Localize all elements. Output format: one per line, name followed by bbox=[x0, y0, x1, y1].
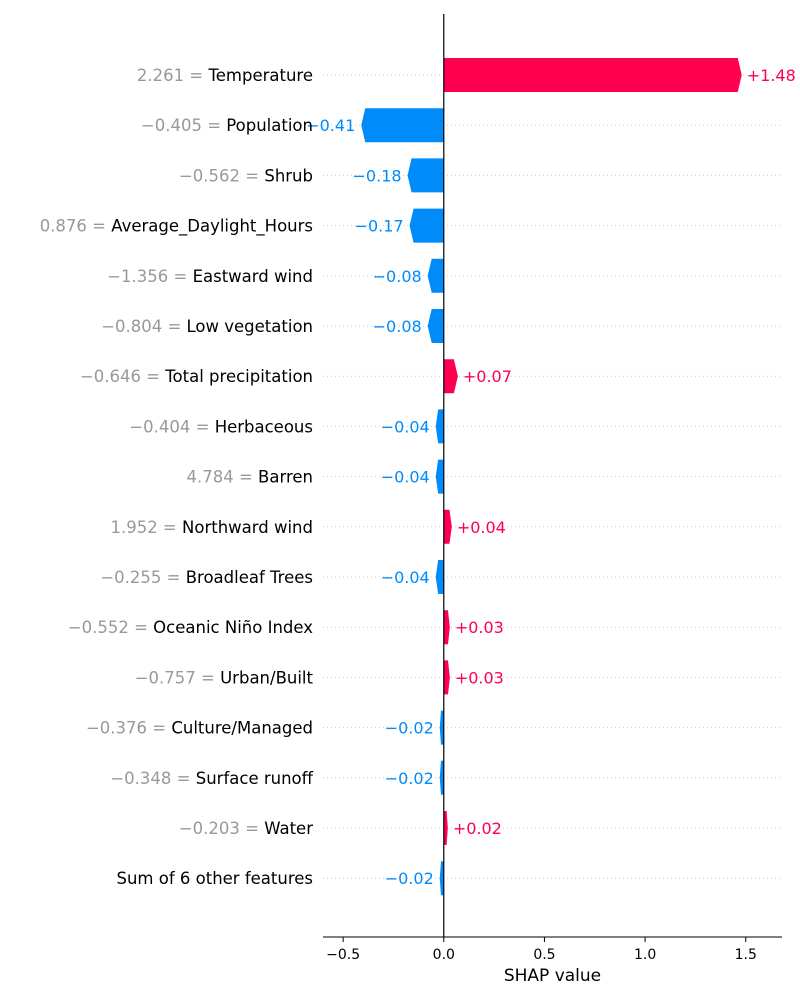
feature-name: Temperature bbox=[207, 66, 313, 85]
feature-name: Water bbox=[264, 819, 313, 838]
feature-name: Eastward wind bbox=[193, 267, 313, 286]
bar-value-label: −0.04 bbox=[381, 417, 430, 436]
shap-bar bbox=[439, 760, 444, 795]
bar-value-label: +0.03 bbox=[455, 668, 504, 687]
feature-value: −1.356 = bbox=[107, 267, 192, 286]
x-tick-label: 1.0 bbox=[634, 947, 656, 963]
bar-value-label: −0.02 bbox=[385, 769, 434, 788]
shap-bar bbox=[439, 861, 444, 896]
shap-bar bbox=[439, 710, 444, 745]
feature-value: −0.405 = bbox=[141, 116, 226, 135]
feature-label: 4.784 = Barren bbox=[186, 468, 313, 487]
x-tick-label: 0.5 bbox=[533, 947, 555, 963]
bar-value-label: −0.17 bbox=[355, 217, 404, 236]
bar-value-label: −0.02 bbox=[385, 869, 434, 888]
bar-value-label: −0.41 bbox=[306, 116, 355, 135]
bar-value-label: −0.08 bbox=[373, 267, 422, 286]
shap-bar bbox=[427, 258, 444, 293]
bar-value-label: −0.18 bbox=[353, 166, 402, 185]
bar-value-label: −0.02 bbox=[385, 719, 434, 738]
feature-name: Population bbox=[226, 116, 313, 135]
feature-value: 1.952 = bbox=[110, 518, 182, 537]
bar-value-label: −0.04 bbox=[381, 468, 430, 487]
feature-label: −0.804 = Low vegetation bbox=[101, 317, 313, 336]
value-labels: +1.48 −0.41 −0.18 −0.17 −0.08 −0.08 +0.07 −0.04… bbox=[306, 66, 796, 888]
feature-value: −0.376 = bbox=[86, 719, 171, 738]
feature-name: Oceanic Niño Index bbox=[153, 618, 313, 637]
shap-bar bbox=[407, 158, 444, 193]
feature-label: −1.356 = Eastward wind bbox=[107, 267, 313, 286]
feature-name: Urban/Built bbox=[220, 668, 313, 687]
bar-value-label: −0.04 bbox=[381, 568, 430, 587]
bar-value-label: +0.04 bbox=[457, 518, 506, 537]
feature-label: −0.552 = Oceanic Niño Index bbox=[68, 618, 313, 637]
feature-value: −0.552 = bbox=[68, 618, 153, 637]
x-axis-label: SHAP value bbox=[504, 966, 601, 986]
shap-bar bbox=[443, 811, 448, 845]
feature-label: Sum of 6 other features bbox=[116, 869, 313, 888]
shap-bar bbox=[435, 409, 444, 444]
shap-bar bbox=[443, 359, 458, 394]
feature-label: −0.404 = Herbaceous bbox=[129, 417, 313, 436]
feature-label: −0.348 = Surface runoff bbox=[110, 769, 313, 788]
feature-value: 0.876 = bbox=[40, 217, 112, 236]
feature-value: −0.646 = bbox=[80, 367, 165, 386]
feature-label: −0.405 = Population bbox=[141, 116, 313, 135]
feature-name: Barren bbox=[258, 468, 313, 487]
x-tick-label: 1.5 bbox=[735, 947, 757, 963]
feature-name: Surface runoff bbox=[196, 769, 314, 788]
x-tick-label: 0.0 bbox=[433, 947, 455, 963]
shap-bar bbox=[427, 309, 444, 343]
feature-label: 2.261 = Temperature bbox=[137, 66, 313, 85]
feature-label: −0.562 = Shrub bbox=[179, 166, 313, 185]
feature-label: −0.646 = Total precipitation bbox=[80, 367, 313, 386]
bar-value-label: −0.08 bbox=[373, 317, 422, 336]
x-tick-label: −0.5 bbox=[326, 947, 360, 963]
feature-name: Total precipitation bbox=[164, 367, 313, 386]
shap-bar bbox=[443, 509, 452, 544]
feature-value: −0.804 = bbox=[101, 317, 186, 336]
row-labels: 2.261 = Temperature−0.405 = Population−0… bbox=[40, 66, 314, 888]
row-guides bbox=[323, 74, 782, 879]
feature-name: Shrub bbox=[264, 166, 313, 185]
feature-label: 0.876 = Average_Daylight_Hours bbox=[40, 217, 313, 237]
feature-label: −0.203 = Water bbox=[179, 819, 313, 838]
shap-bar bbox=[409, 208, 444, 243]
feature-name: Average_Daylight_Hours bbox=[111, 217, 313, 237]
feature-value: −0.404 = bbox=[129, 417, 214, 436]
feature-name: Northward wind bbox=[182, 518, 313, 537]
feature-name: Broadleaf Trees bbox=[186, 568, 313, 587]
feature-label: −0.376 = Culture/Managed bbox=[86, 719, 313, 738]
feature-value: −0.757 = bbox=[135, 668, 220, 687]
feature-name: Low vegetation bbox=[187, 317, 313, 336]
bar-value-label: +0.02 bbox=[453, 819, 502, 838]
feature-value: −0.348 = bbox=[110, 769, 195, 788]
shap-bar bbox=[443, 610, 450, 645]
shap-bar bbox=[443, 58, 742, 92]
bars bbox=[361, 58, 742, 896]
feature-name: Sum of 6 other features bbox=[116, 869, 313, 888]
shap-bar bbox=[361, 108, 444, 143]
feature-value: −0.562 = bbox=[179, 166, 264, 185]
feature-label: −0.757 = Urban/Built bbox=[135, 668, 314, 687]
shap-bar bbox=[443, 660, 450, 695]
bar-value-label: +0.03 bbox=[455, 618, 504, 637]
bar-value-label: +1.48 bbox=[747, 66, 796, 85]
feature-name: Herbaceous bbox=[215, 417, 313, 436]
x-axis: −0.5 0.0 0.5 1.0 1.5 bbox=[323, 936, 782, 963]
feature-value: 2.261 = bbox=[137, 66, 209, 85]
feature-value: 4.784 = bbox=[186, 468, 258, 487]
bar-value-label: +0.07 bbox=[463, 367, 512, 386]
shap-bar bbox=[435, 459, 444, 494]
feature-name: Culture/Managed bbox=[171, 719, 313, 738]
feature-value: −0.203 = bbox=[179, 819, 264, 838]
feature-label: −0.255 = Broadleaf Trees bbox=[100, 568, 313, 587]
feature-value: −0.255 = bbox=[100, 568, 185, 587]
shap-bar bbox=[435, 560, 444, 594]
feature-label: 1.952 = Northward wind bbox=[110, 518, 313, 537]
